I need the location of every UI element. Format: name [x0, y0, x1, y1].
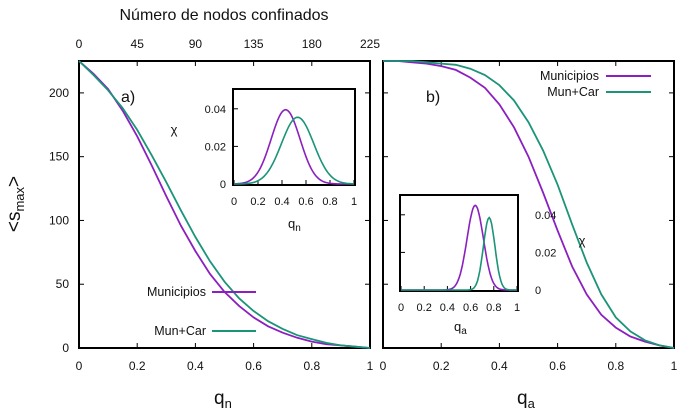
b-xtick-label: 0.6: [549, 359, 566, 373]
top-axis-tick-label: 45: [131, 37, 145, 51]
a-xtick-label: 0.4: [187, 359, 204, 373]
top-axis-label: Número de nodos confinados: [119, 7, 328, 24]
inset-b-ytick-label: 0.04: [535, 210, 556, 222]
inset-a-ytick-label: 0: [220, 179, 226, 191]
xlabel-b-main: q: [517, 388, 528, 409]
legend-b-muncar-label: Mun+Car: [547, 85, 599, 99]
inset-a-ytick-label: 0.02: [205, 141, 226, 153]
inset-b-ytick-label: 0: [535, 285, 541, 297]
panel-a-tag: a): [121, 89, 135, 106]
a-xtick-label: 0.2: [129, 359, 146, 373]
b-xtick-label: 0.4: [491, 359, 508, 373]
top-axis-tick-label: 180: [302, 37, 322, 51]
inset-b-xtick-label: 0.2: [417, 302, 432, 314]
inset-a-xlabel-main: q: [288, 216, 295, 231]
inset-a-xtick-label: 0.8: [322, 196, 337, 208]
inset-b-ylabel: χ: [579, 233, 586, 248]
b-xtick-label: 1: [671, 359, 678, 373]
a-series-muncar-line: [78, 60, 371, 349]
inset-b-frame: [399, 194, 519, 292]
panel-a-legend: Municipios Mun+Car: [147, 285, 256, 338]
xlabel-a-sub: n: [225, 396, 232, 411]
inset-b-xtick-label: 1: [514, 302, 520, 314]
top-axis-tick-label: 135: [244, 37, 264, 51]
panel-a-inset: 0 0.2 0.4 0.6 0.8 1 0 0.02 0.04 χ qn: [171, 88, 357, 234]
a-ytick-label: 50: [56, 277, 70, 291]
b-xtick-label: 0.2: [433, 359, 450, 373]
a-ytick-label: 100: [49, 213, 69, 227]
ylabel-main: <s: [4, 212, 25, 233]
a-ytick-label: 150: [49, 150, 69, 164]
panel-a-xlabel: qn: [214, 388, 232, 411]
legend-b-municipios-label: Municipios: [540, 69, 599, 83]
inset-a-xlabel-sub: n: [295, 223, 301, 234]
inset-b-lines: [401, 204, 517, 291]
panel-b-legend: Municipios Mun+Car: [540, 69, 651, 99]
xlabel-a-main: q: [214, 388, 225, 409]
inset-a-xtick-label: 1: [351, 196, 357, 208]
inset-a-xtick-label: 0.4: [274, 196, 289, 208]
panel-b: 0 0.2 0.4 0.6 0.8 1 b) qa Municipios Mun+Car …: [380, 60, 678, 411]
a-xtick-label: 1: [367, 359, 374, 373]
top-axis-tick-label: 90: [189, 37, 203, 51]
b-xtick-label: 0: [380, 359, 387, 373]
panel-a-frame: [78, 60, 371, 349]
inset-a-series-muncar-line: [234, 116, 355, 185]
b-series-municipios-line: [383, 60, 675, 349]
inset-b-xtick-label: 0: [398, 302, 404, 314]
inset-b-xlabel: qa: [454, 319, 467, 337]
inset-a-xtick-label: 0: [231, 196, 237, 208]
a-xtick-label: 0.8: [303, 359, 320, 373]
inset-a-frame: [232, 88, 356, 186]
inset-a-series-municipios-line: [233, 108, 354, 185]
panel-b-inset: 0 0.2 0.4 0.6 0.8 1 0 0.02 0.04 χ qa: [398, 194, 586, 337]
inset-b-ytick-label: 0.02: [535, 247, 556, 259]
panel-b-lines: [383, 60, 675, 349]
panel-b-frame: [382, 60, 675, 349]
panel-b-tag: b): [426, 89, 440, 106]
top-axis-tick-label: 225: [360, 37, 380, 51]
inset-b-xlabel-main: q: [454, 319, 461, 334]
inset-a-ylabel: χ: [171, 122, 178, 137]
inset-b-xtick-label: 0.4: [440, 302, 455, 314]
panel-b-ticks: 0 0.2 0.4 0.6 0.8 1: [380, 61, 678, 373]
xlabel-b-sub: a: [528, 396, 536, 411]
inset-b-ticks: 0 0.2 0.4 0.6 0.8 1 0 0.02 0.04: [398, 210, 556, 314]
inset-b-xtick-label: 0.6: [463, 302, 478, 314]
a-ytick-label: 0: [62, 341, 69, 355]
b-series-muncar-line: [383, 60, 675, 349]
inset-a-xtick-label: 0.2: [250, 196, 265, 208]
inset-a-lines: [233, 108, 355, 185]
ylabel-sub: max: [12, 186, 27, 211]
inset-b-series-muncar-line: [401, 216, 517, 291]
inset-b-xlabel-sub: a: [461, 326, 467, 337]
top-axis-tick-label: 0: [76, 37, 83, 51]
inset-a-xtick-label: 0.6: [298, 196, 313, 208]
panel-a: Número de nodos confinados 0 0.2 0.4 0.6 0.8…: [4, 7, 380, 411]
panel-a-ylabel: <smax>: [4, 176, 27, 232]
inset-a-xlabel: qn: [288, 216, 301, 234]
b-xtick-label: 0.8: [607, 359, 624, 373]
inset-b-xtick-label: 0.8: [486, 302, 501, 314]
inset-a-ytick-label: 0.04: [205, 104, 226, 116]
a-xtick-label: 0.6: [245, 359, 262, 373]
legend-a-municipios-label: Municipios: [147, 285, 206, 299]
legend-a-muncar-label: Mun+Car: [154, 324, 206, 338]
a-xtick-label: 0: [76, 359, 83, 373]
panel-b-xlabel: qa: [517, 388, 536, 411]
inset-a-ticks: 0 0.2 0.4 0.6 0.8 1 0 0.02 0.04: [205, 104, 357, 208]
a-ytick-label: 200: [49, 86, 69, 100]
ylabel-end: >: [4, 176, 25, 187]
